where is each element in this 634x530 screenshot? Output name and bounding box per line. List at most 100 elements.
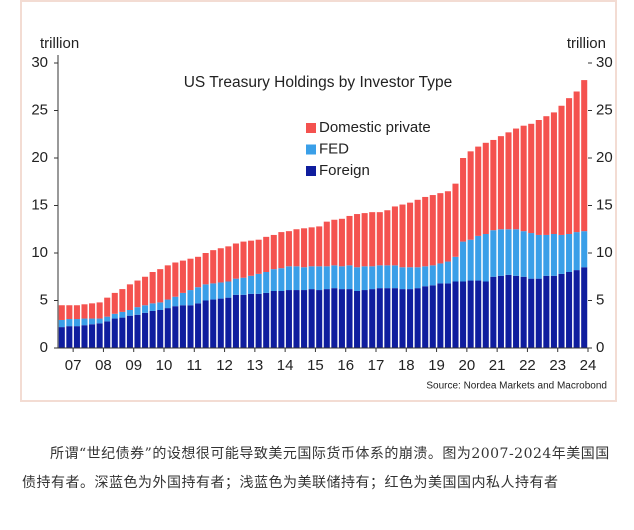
bar-segment <box>482 234 489 282</box>
x-tick-label: 08 <box>95 357 112 374</box>
bar-segment <box>149 303 156 311</box>
bar-segment <box>550 234 557 276</box>
bar-segment <box>452 256 459 282</box>
bar-segment <box>255 239 262 274</box>
bar-segment <box>331 288 338 348</box>
x-tick-label: 23 <box>549 357 566 374</box>
bar-segment <box>285 290 292 348</box>
bar-segment <box>460 241 467 282</box>
bar-segment <box>338 289 345 348</box>
bar-segment <box>263 272 270 293</box>
bar-segment <box>399 267 406 290</box>
bar-segment <box>81 325 88 348</box>
bar-segment <box>66 319 73 327</box>
x-tick-label: 20 <box>459 357 476 374</box>
bar-segment <box>460 158 467 242</box>
bar-segment <box>369 289 376 348</box>
bar-segment <box>210 299 217 348</box>
bar-segment <box>429 265 436 286</box>
bar-segment <box>535 278 542 348</box>
bar-segment <box>543 234 550 276</box>
bar-segment <box>497 136 504 230</box>
bar-segment <box>278 291 285 348</box>
bar-segment <box>513 275 520 348</box>
bar-segment <box>301 290 308 348</box>
bar-segment <box>497 229 504 276</box>
bar-segment <box>376 212 383 266</box>
bar-segment <box>566 272 573 348</box>
legend-swatch <box>306 123 316 133</box>
bar-segment <box>581 80 588 232</box>
legend-swatch <box>306 166 316 176</box>
bar-segment <box>179 292 186 306</box>
bar-segment <box>248 293 255 348</box>
bar-segment <box>384 265 391 289</box>
bar-segment <box>210 250 217 284</box>
source: Source: Nordea Markets and Macrobond <box>426 381 607 392</box>
bar-segment <box>407 289 414 348</box>
bar-segment <box>248 240 255 276</box>
bar-segment <box>323 266 330 290</box>
bar-segment <box>232 278 239 295</box>
bar-segment <box>452 183 459 257</box>
bar-segment <box>391 288 398 348</box>
bar-segment <box>414 199 421 268</box>
bar-segment <box>391 206 398 266</box>
bar-segment <box>437 193 444 264</box>
bar-segment <box>444 191 451 262</box>
bar-segment <box>195 287 202 304</box>
bar-segment <box>361 266 368 291</box>
bar-segment <box>240 277 247 295</box>
bar-segment <box>270 291 277 348</box>
bar-segment <box>255 273 262 294</box>
bar-segment <box>255 293 262 348</box>
bar-segment <box>323 289 330 348</box>
bar-segment <box>58 319 65 328</box>
bar-segment <box>399 289 406 348</box>
bar-segment <box>225 246 232 282</box>
x-tick-label: 15 <box>307 357 324 374</box>
x-tick-label: 19 <box>428 357 445 374</box>
bar-segment <box>119 317 126 348</box>
bar-segment <box>475 146 482 236</box>
bar-segment <box>407 267 414 290</box>
y-tick-label: 20 <box>31 149 48 166</box>
x-tick-label: 16 <box>337 357 354 374</box>
bar-segment <box>96 318 103 324</box>
bar-segment <box>301 228 308 268</box>
y-tick-label: 30 <box>31 54 48 71</box>
bar-segment <box>520 125 527 232</box>
bar-segment <box>482 281 489 348</box>
bar-segment <box>172 296 179 307</box>
bar-segment <box>338 266 345 290</box>
y-tick-label: 0 <box>40 339 48 356</box>
bar-segment <box>232 294 239 348</box>
bar-segment <box>346 215 353 266</box>
bar-segment <box>240 294 247 348</box>
bar-segment <box>528 233 535 279</box>
bar-segment <box>444 283 451 348</box>
bar-segment <box>573 91 580 233</box>
x-tick-label: 12 <box>216 357 233 374</box>
bar-segment <box>142 305 149 313</box>
bar-segment <box>331 219 338 266</box>
bar-segment <box>535 120 542 235</box>
bar-segment <box>104 321 111 348</box>
bar-segment <box>308 227 315 267</box>
chart-title: US Treasury Holdings by Investor Type <box>184 74 453 91</box>
bar-segment <box>558 273 565 348</box>
bar-segment <box>346 289 353 348</box>
bar-segment <box>323 221 330 267</box>
bar-segment <box>111 318 118 348</box>
bar-segment <box>96 323 103 348</box>
bar-segment <box>89 318 96 325</box>
bar-segment <box>164 299 171 309</box>
bar-segment <box>111 313 118 319</box>
bar-segment <box>581 267 588 348</box>
bar-segment <box>528 123 535 234</box>
y-tick-label: 10 <box>31 244 48 261</box>
bar-segment <box>497 275 504 348</box>
y2-tick-label: 15 <box>596 196 613 213</box>
y2-tick-label: 30 <box>596 54 613 71</box>
